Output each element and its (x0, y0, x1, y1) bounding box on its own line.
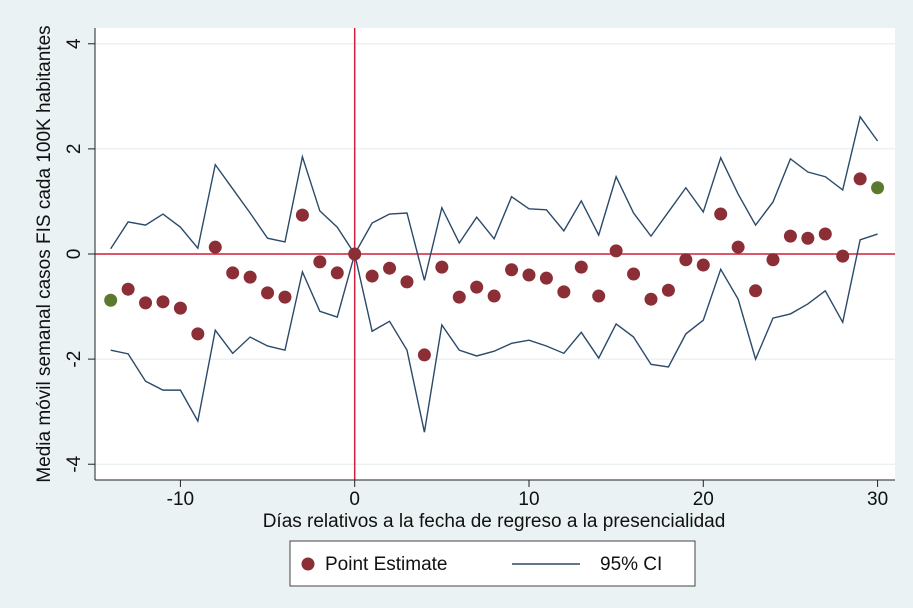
point (749, 284, 763, 298)
point (417, 348, 431, 362)
point (173, 301, 187, 315)
x-tick-label: 20 (693, 489, 714, 510)
point (208, 240, 222, 254)
point (871, 181, 885, 195)
point (278, 290, 292, 304)
x-tick-label: 30 (867, 489, 888, 510)
point (383, 261, 397, 275)
point (139, 296, 153, 310)
point (348, 247, 362, 261)
y-axis-title: Media móvil semanal casos FIS cada 100K … (34, 25, 55, 482)
point (696, 258, 710, 272)
point (295, 208, 309, 222)
point (104, 293, 118, 307)
legend-label: 95% CI (600, 554, 662, 575)
point (330, 266, 344, 280)
point (836, 249, 850, 263)
y-tick-label: -2 (64, 351, 85, 368)
x-tick-label: 10 (518, 489, 539, 510)
point (539, 271, 553, 285)
point (661, 283, 675, 297)
point (766, 253, 780, 267)
point (261, 286, 275, 300)
x-tick-label: 0 (349, 489, 360, 510)
point (627, 267, 641, 281)
y-tick-label: 2 (64, 144, 85, 155)
point (226, 266, 240, 280)
point (731, 240, 745, 254)
y-tick-label: 0 (64, 249, 85, 260)
x-tick-label: -10 (167, 489, 194, 510)
point (243, 270, 257, 284)
point (783, 229, 797, 243)
y-tick-label: 4 (64, 38, 85, 49)
point (365, 269, 379, 283)
legend-label: Point Estimate (325, 554, 448, 575)
point (609, 244, 623, 258)
ci-line (110, 115, 879, 281)
point (313, 255, 327, 269)
point (557, 285, 571, 299)
ci-line (110, 233, 878, 433)
point (121, 282, 135, 296)
point (470, 280, 484, 294)
point (679, 253, 693, 267)
point (156, 295, 170, 309)
point (644, 292, 658, 306)
point (801, 231, 815, 245)
point (435, 260, 449, 274)
point (522, 268, 536, 282)
point (714, 207, 728, 221)
legend-box (289, 540, 696, 587)
point (574, 260, 588, 274)
y-tick-label: -4 (64, 455, 85, 472)
point (592, 289, 606, 303)
point (505, 263, 519, 277)
point (818, 227, 832, 241)
point (400, 275, 414, 289)
point (191, 327, 205, 341)
point (452, 290, 466, 304)
point (853, 172, 867, 186)
point (487, 289, 501, 303)
legend-marker (301, 557, 315, 571)
x-axis-title: Días relativos a la fecha de regreso a l… (263, 511, 726, 532)
